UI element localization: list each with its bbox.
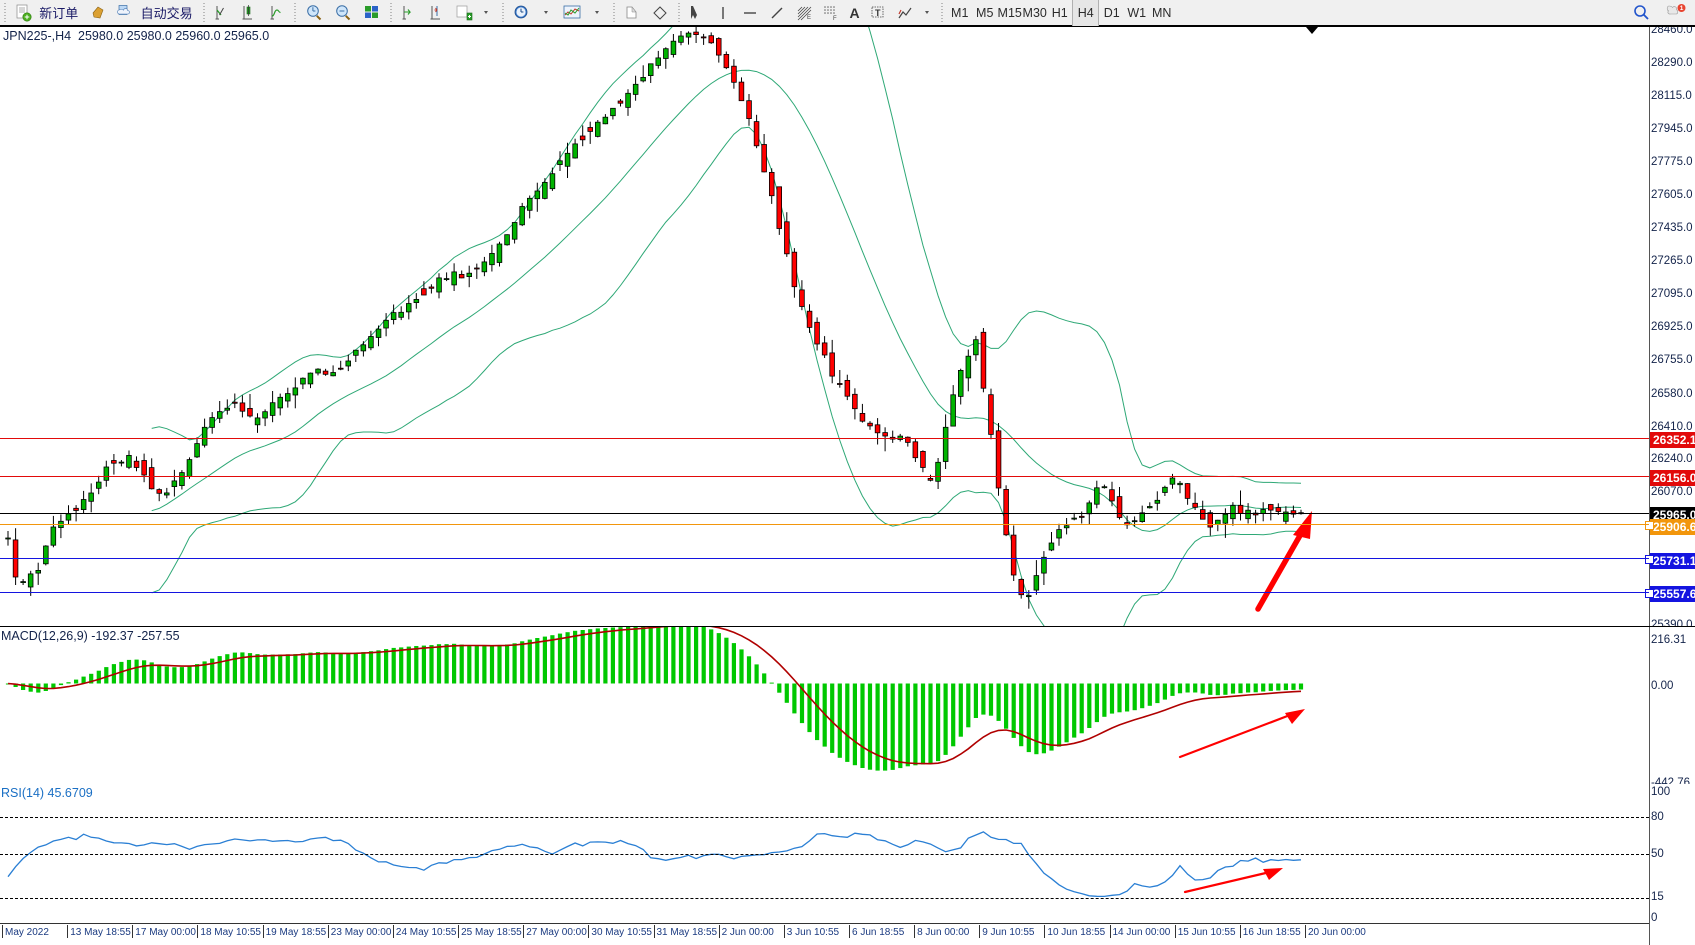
svg-text:1: 1 — [1680, 5, 1684, 12]
svg-text:F: F — [833, 16, 837, 22]
svg-text:E: E — [807, 15, 811, 21]
svg-text:T: T — [875, 8, 881, 18]
